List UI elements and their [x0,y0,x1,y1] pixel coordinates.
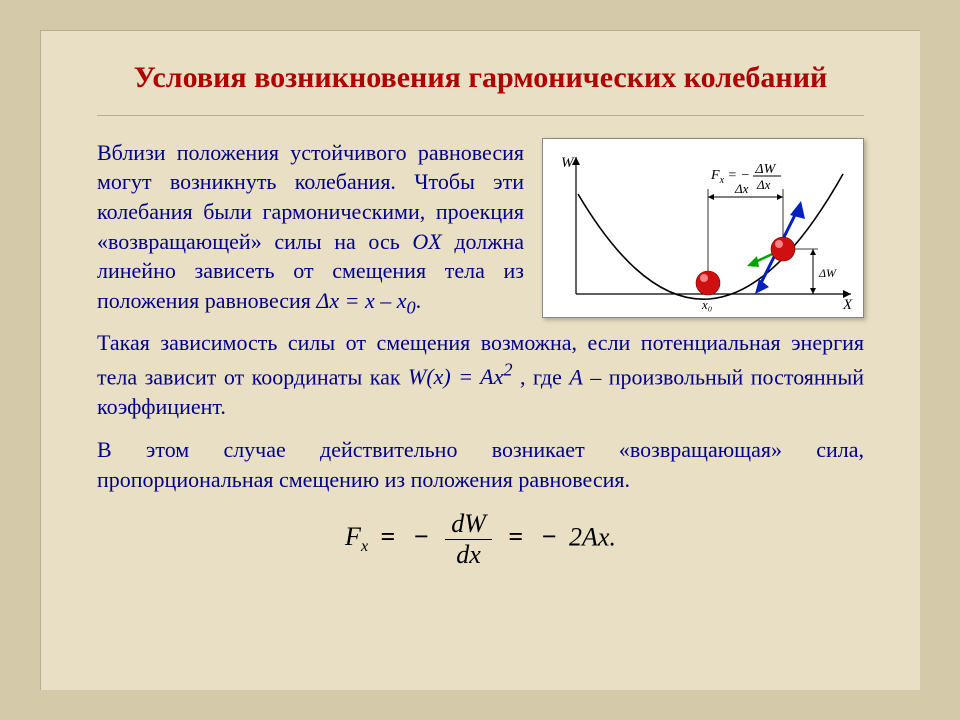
axis-label-w: W [561,155,575,171]
potential-energy-figure: W X Fx = − ΔW Δx [542,138,864,318]
divider [97,115,864,116]
minus-2: − [542,522,557,551]
dx-dimension: Δx [708,181,783,294]
axis-label-x: X [842,297,853,313]
ball-equilibrium [696,271,720,295]
main-formula: Fx = − dW dx = − 2Ax. [97,509,864,570]
figure-equation-den: Δx [756,177,771,192]
x0-label: x₀ [701,297,712,312]
slide-page: Условия возникновения гармонических коле… [40,30,920,690]
row-intro: Вблизи положения устойчивого равновесия … [97,138,864,321]
figure-svg: W X Fx = − ΔW Δx [543,139,863,319]
paragraph-3: В этом случае действительно возникает «в… [97,435,864,494]
formula-fraction: dW dx [445,509,492,570]
formula-rhs: 2Ax. [569,522,616,551]
paragraph-2: Такая зависимость силы от смещения возмо… [97,328,864,421]
formula-lhs: Fx [345,522,368,551]
equals-1: = [381,522,396,551]
minus-1: − [414,522,429,551]
ball-displaced [771,237,795,261]
paragraph-1: Вблизи положения устойчивого равновесия … [97,138,524,321]
dw-label: ΔW [818,266,837,280]
slide-title: Условия возникновения гармонических коле… [97,59,864,97]
dx-label: Δx [734,181,749,196]
equals-2: = [508,522,523,551]
